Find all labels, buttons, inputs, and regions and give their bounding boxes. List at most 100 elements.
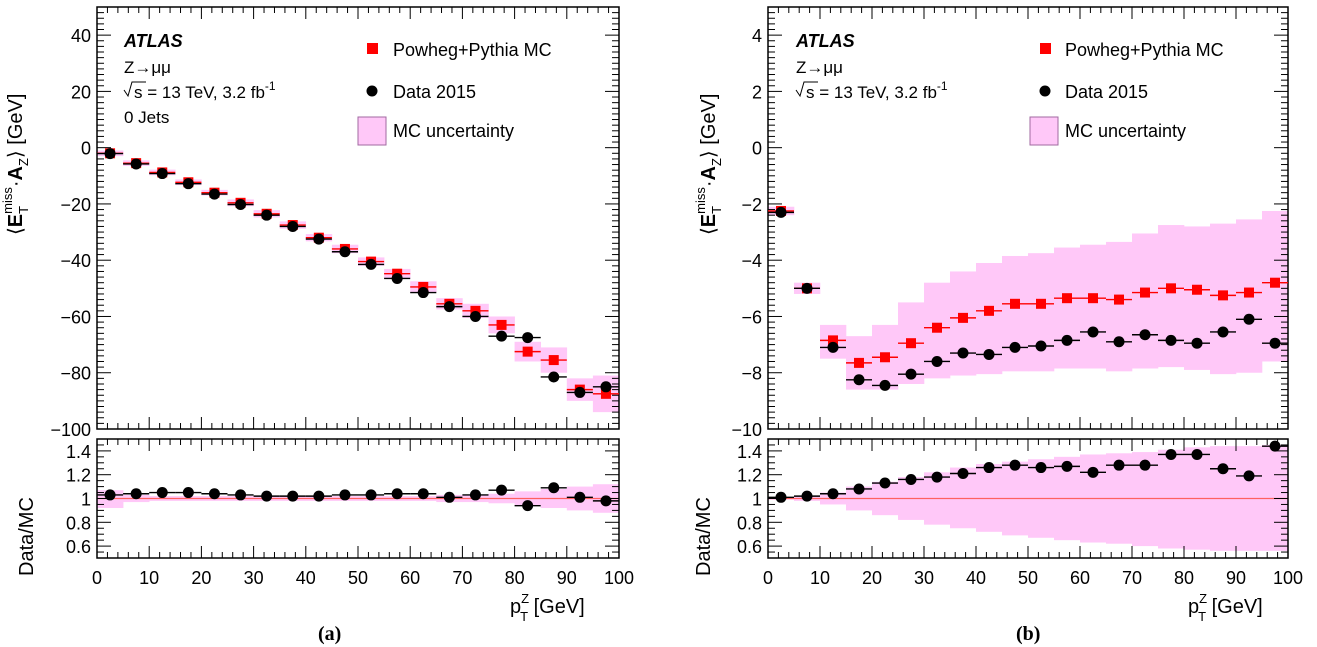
- mc-point: [958, 312, 968, 323]
- ratio-point: [208, 488, 220, 500]
- ratio-point: [130, 488, 142, 500]
- data-point: [156, 168, 168, 180]
- ratio-point: [905, 473, 917, 485]
- ratio-point: [600, 495, 612, 507]
- y-tick-label: 0: [752, 139, 762, 159]
- ratio-point: [1139, 459, 1151, 471]
- ratio-point: [417, 488, 429, 500]
- x-tick-label: 60: [1070, 568, 1090, 588]
- y-tick-label: 0: [81, 139, 91, 159]
- y-tick-label: −60: [60, 307, 91, 327]
- ratio-point: [182, 487, 194, 499]
- mc-uncertainty-bin: [1132, 233, 1159, 369]
- main-plot-frame: [767, 6, 1289, 430]
- mc-point: [470, 305, 481, 316]
- experiment-label: ATLAS: [123, 31, 183, 51]
- ratio-point: [1165, 448, 1177, 460]
- ratio-point: [1113, 459, 1125, 471]
- y-axis-label-ratio: Data/MC: [693, 497, 715, 576]
- x-tick-label: 0: [92, 568, 102, 588]
- legend-mc-marker: [1040, 43, 1051, 54]
- tick-labels: 0 10 20 30 40 50 60 70 80 90 100420−2−4−6−8−101.41…: [731, 26, 1303, 588]
- process-label: Z→μμ: [796, 58, 843, 77]
- ratio-tick-label: 1: [752, 490, 762, 510]
- y-axis-label-main: ⟨ETmiss·AZ⟩ [GeV]: [693, 94, 724, 235]
- data-series: [768, 206, 1288, 391]
- mc-uncertainty-bin: [950, 271, 977, 376]
- data-point: [905, 368, 917, 380]
- legend-data-marker: [366, 85, 378, 97]
- x-tick-label: 10: [810, 568, 830, 588]
- mc-point: [880, 352, 890, 363]
- ratio-tick-label: 0.8: [737, 513, 762, 533]
- y-tick-label: −4: [741, 251, 762, 271]
- x-tick-label: 20: [862, 568, 882, 588]
- panel-b: 0 10 20 30 40 50 60 70 80 90 100420−2−4−6−8−101.41…: [693, 6, 1303, 645]
- main-uncertainty-band: [768, 206, 1289, 390]
- data-point: [104, 148, 116, 160]
- x-tick-label: 40: [966, 568, 986, 588]
- ratio-tick-label: 0.8: [66, 513, 91, 533]
- mc-uncertainty-bin: [1028, 253, 1055, 372]
- x-tick-label: 70: [452, 568, 472, 588]
- ratio-point: [548, 482, 560, 494]
- panel-label: (b): [1016, 623, 1040, 645]
- data-point: [496, 330, 508, 342]
- ratio-point: [801, 490, 813, 502]
- ratio-point: [1009, 459, 1021, 471]
- data-point: [801, 282, 813, 294]
- ratio-point: [827, 488, 839, 500]
- mc-point: [932, 322, 942, 333]
- ratio-point: [391, 488, 403, 500]
- ratio-point: [1217, 463, 1229, 475]
- y-tick-label: −10: [731, 420, 762, 440]
- legend-data-label: Data 2015: [393, 82, 476, 102]
- mc-point: [1218, 290, 1228, 301]
- x-tick-label: 90: [1226, 568, 1246, 588]
- data-point: [287, 220, 299, 232]
- mc-point: [1244, 287, 1254, 298]
- mc-point: [1270, 277, 1280, 288]
- mc-point: [1010, 298, 1020, 309]
- legend: Powheg+Pythia MC Data 2015 MC uncertaint…: [1029, 40, 1224, 146]
- data-point: [548, 371, 560, 383]
- mc-point: [1114, 294, 1124, 305]
- energy-label: s = 13 TeV, 3.2 fb-1: [123, 79, 276, 102]
- jets-label: 0 Jets: [124, 108, 169, 127]
- mc-point: [828, 335, 838, 346]
- y-tick-label: 4: [752, 26, 762, 46]
- data-point: [931, 355, 943, 367]
- axis-ticks: [767, 6, 1289, 559]
- ratio-point: [1087, 466, 1099, 478]
- legend-data-marker: [1039, 85, 1051, 97]
- y-tick-label: 40: [71, 26, 91, 46]
- data-point: [365, 258, 377, 270]
- x-axis-label: pZ T [GeV]: [510, 591, 585, 624]
- mc-point: [548, 355, 559, 366]
- energy-label: s = 13 TeV, 3.2 fb-1: [795, 79, 948, 102]
- ratio-point: [522, 500, 534, 512]
- legend-unc-swatch: [357, 116, 387, 146]
- ratio-point: [1191, 448, 1203, 460]
- legend: Powheg+Pythia MC Data 2015 MC uncertaint…: [357, 40, 552, 146]
- mc-point: [1062, 293, 1072, 304]
- x-tick-label: 30: [244, 568, 264, 588]
- x-tick-label: 90: [557, 568, 577, 588]
- mc-point: [1036, 298, 1046, 309]
- mc-point: [854, 357, 864, 368]
- mc-point: [1166, 283, 1176, 294]
- x-tick-label: 0: [763, 568, 773, 588]
- process-label: Z→μμ: [124, 58, 171, 77]
- ratio-point: [469, 489, 481, 501]
- data-point: [339, 246, 351, 258]
- ratio-point: [339, 489, 351, 501]
- y-tick-label: −20: [60, 195, 91, 215]
- data-point: [235, 198, 247, 210]
- svg-text:s = 13 TeV, 3.2 fb-1: s = 13 TeV, 3.2 fb-1: [134, 79, 276, 102]
- svg-text:s = 13 TeV, 3.2 fb-1: s = 13 TeV, 3.2 fb-1: [806, 79, 948, 102]
- y-tick-label: −2: [741, 195, 762, 215]
- data-point: [1165, 334, 1177, 346]
- x-tick-label: 10: [139, 568, 159, 588]
- data-point: [182, 178, 194, 190]
- data-point: [1009, 341, 1021, 353]
